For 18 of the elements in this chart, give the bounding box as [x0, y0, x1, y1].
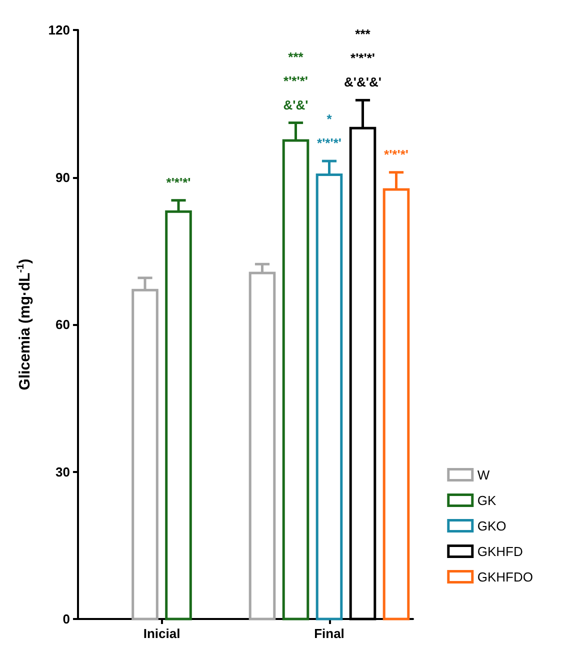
data-label: * *'*'*'	[317, 112, 342, 151]
legend-label: GKO	[477, 518, 506, 534]
data-label: *** *'*'*' &'&'&'	[344, 26, 382, 90]
x-tick-label: Inicial	[143, 626, 180, 641]
legend-label: W	[477, 467, 490, 482]
legend-label: GKHFDO	[477, 569, 534, 584]
x-tick-label: Final	[314, 626, 344, 641]
y-tick-label: 120	[48, 22, 70, 38]
data-label: *'*'*'	[384, 146, 408, 162]
legend-label: GK	[477, 492, 496, 508]
legend-label: GKHFD	[477, 544, 523, 559]
y-tick-label: 60	[56, 317, 70, 332]
y-axis-title: Glicemia (mg·dL-1)	[16, 258, 34, 390]
y-tick-label: 90	[56, 170, 70, 185]
data-label: *** *'*'*' &'&'	[283, 49, 308, 112]
data-label: *'*'*'	[166, 174, 191, 190]
y-tick-label: 0	[62, 612, 70, 626]
y-tick-label: 30	[56, 464, 70, 480]
